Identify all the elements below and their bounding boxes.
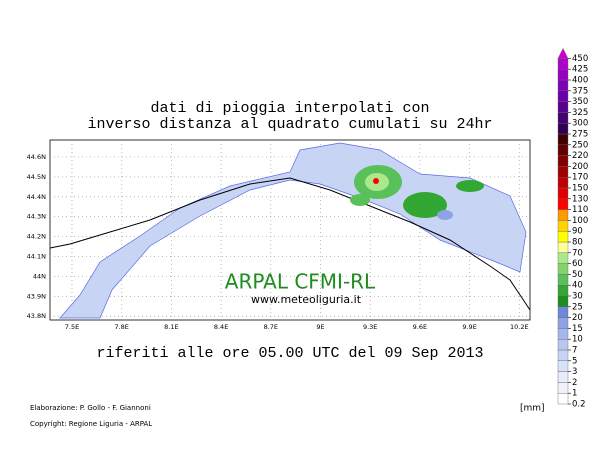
legend-swatch	[557, 187, 569, 200]
lat-label: 44.4N	[27, 193, 46, 201]
legend-label: 400	[572, 76, 588, 86]
legend-label: 130	[572, 194, 588, 204]
legend-swatch	[557, 382, 569, 394]
legend-label: 170	[572, 173, 588, 183]
rain-field	[59, 142, 527, 319]
legend-swatch	[557, 274, 569, 286]
lon-label: 8.4E	[214, 323, 228, 331]
legend-label: 425	[572, 65, 588, 75]
legend-label: 10	[572, 335, 583, 345]
legend-label: 0.2	[572, 400, 586, 410]
lat-label: 44.2N	[27, 233, 46, 241]
legend-swatch	[557, 112, 569, 124]
legend-swatch	[557, 198, 569, 210]
legend-swatch	[557, 295, 569, 308]
legend-swatch	[557, 144, 569, 156]
legend-label: 325	[572, 108, 588, 118]
lon-label: 10.2E	[510, 323, 529, 331]
legend-label: 275	[572, 130, 588, 140]
legend-label: 90	[572, 227, 583, 237]
legend-swatch	[557, 317, 569, 329]
legend-swatch	[557, 306, 569, 318]
map-url: www.meteoliguria.it	[251, 293, 362, 306]
legend-swatch	[557, 252, 569, 264]
legend-label: 25	[572, 302, 583, 312]
map-label: ARPAL CFMI-RL	[225, 270, 376, 294]
legend-label: 60	[572, 259, 583, 269]
legend-swatch	[557, 241, 569, 254]
legend-label: 350	[572, 97, 588, 107]
legend-label: 200	[572, 162, 588, 172]
legend-label: 70	[572, 248, 583, 258]
legend: 0.21235710152025304050607080901001101301…	[557, 47, 588, 410]
legend-swatch	[557, 122, 569, 135]
legend-swatch	[557, 47, 569, 59]
legend-label: 375	[572, 86, 588, 96]
legend-label: 100	[572, 216, 588, 226]
legend-label: 30	[572, 292, 583, 302]
lat-label: 44.1N	[27, 253, 46, 261]
legend-swatch	[557, 263, 569, 275]
lat-label: 43.9N	[27, 292, 46, 300]
credit: Elaborazione: P. Gollo - F. Giannoni	[30, 404, 151, 412]
legend-label: 40	[572, 281, 583, 291]
legend-label: 3	[572, 367, 577, 377]
title-line: dati di pioggia interpolati con	[150, 100, 429, 117]
legend-swatch	[557, 349, 569, 362]
rain-cores	[350, 165, 484, 220]
legend-label: 1	[572, 389, 577, 399]
lon-label: 8.1E	[164, 323, 178, 331]
legend-swatch	[557, 339, 569, 351]
legend-swatch	[557, 220, 569, 232]
legend-swatch	[557, 90, 569, 102]
lon-label: 8.7E	[264, 323, 278, 331]
lat-label: 44.6N	[27, 153, 46, 161]
legend-label: 15	[572, 324, 583, 334]
credit: Copyright: Regione Liguria - ARPAL	[30, 420, 152, 428]
subtitle: riferiti alle ore 05.00 UTC del 09 Sep 2…	[96, 345, 483, 362]
lat-label: 43.8N	[27, 312, 46, 320]
legend-swatch	[557, 58, 569, 70]
lat-label: 44N	[33, 272, 46, 280]
legend-swatch	[557, 133, 569, 146]
lon-label: 9.9E	[462, 323, 476, 331]
legend-label: 250	[572, 140, 588, 150]
legend-label: 80	[572, 238, 583, 248]
legend-label: 50	[572, 270, 583, 280]
legend-label: 20	[572, 313, 583, 323]
lon-label: 7.8E	[114, 323, 128, 331]
legend-label: 2	[572, 378, 577, 388]
legend-swatch	[557, 209, 569, 221]
legend-swatch	[557, 393, 569, 405]
legend-label: 220	[572, 151, 588, 161]
lon-label: 9.6E	[413, 323, 427, 331]
legend-label: 150	[572, 184, 588, 194]
lat-label: 44.5N	[27, 173, 46, 181]
legend-swatch	[557, 68, 569, 81]
coastline	[49, 177, 531, 311]
legend-label: 7	[572, 346, 577, 356]
legend-unit: [mm]	[520, 404, 545, 414]
lon-label: 9E	[316, 323, 324, 331]
legend-swatch	[557, 176, 569, 189]
title-line: inverso distanza al quadrato cumulati su…	[87, 116, 492, 133]
legend-label: 300	[572, 119, 588, 129]
lon-label: 9.3E	[363, 323, 377, 331]
legend-label: 450	[572, 54, 588, 64]
legend-label: 110	[572, 205, 588, 215]
legend-swatch	[557, 79, 569, 92]
legend-swatch	[557, 155, 569, 167]
lat-label: 44.3N	[27, 213, 46, 221]
legend-swatch	[557, 101, 569, 113]
legend-label: 5	[572, 356, 577, 366]
legend-swatch	[557, 166, 569, 178]
lon-label: 7.5E	[65, 323, 79, 331]
legend-swatch	[557, 285, 569, 297]
legend-swatch	[557, 230, 569, 243]
legend-swatch	[557, 360, 569, 372]
legend-swatch	[557, 371, 569, 383]
legend-swatch	[557, 328, 569, 340]
